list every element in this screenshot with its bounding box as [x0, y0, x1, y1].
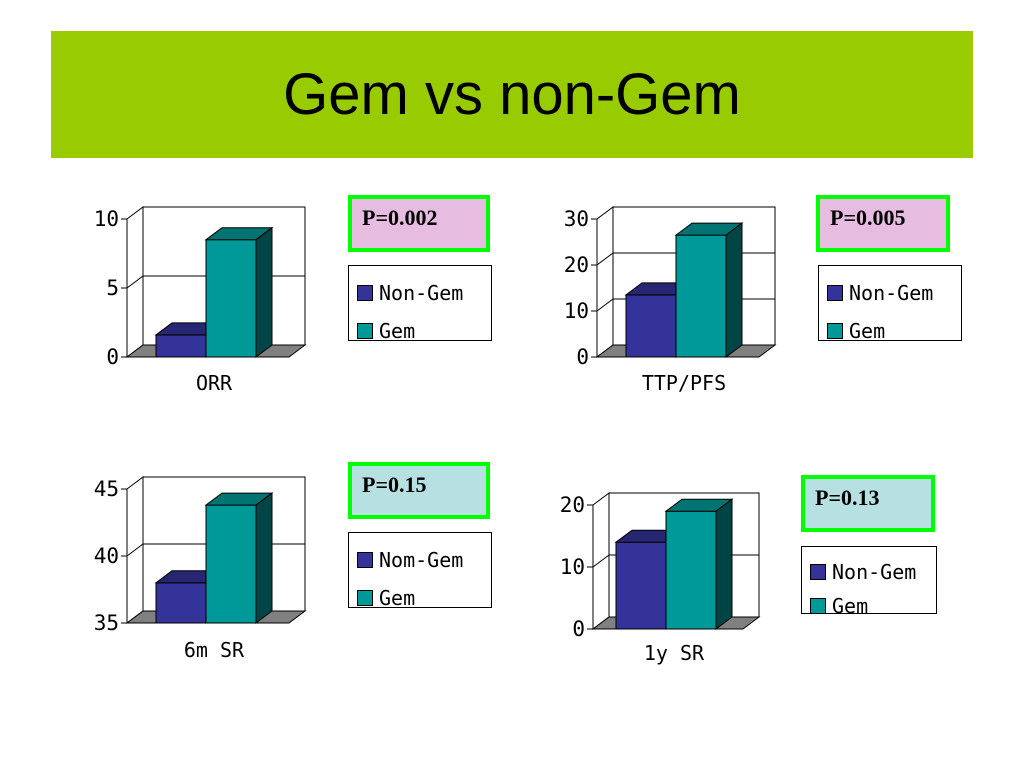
- y-tick-label: 10: [560, 555, 585, 579]
- y-tick-label: 20: [560, 493, 585, 517]
- legend-label: Gem: [379, 319, 416, 343]
- y-tick-label: 0: [572, 617, 585, 641]
- legend-item-gem: Gem: [827, 312, 961, 350]
- bar-gem: [204, 226, 274, 358]
- bar-side: [725, 222, 743, 358]
- bar-front: [625, 294, 677, 358]
- p-value-text: P=0.005: [830, 205, 906, 230]
- bar-front: [205, 239, 257, 358]
- y-tick-label: 40: [94, 544, 119, 568]
- bar-gem: [674, 222, 744, 358]
- y-tick-label: 0: [576, 345, 589, 369]
- p-value-box: P=0.13: [801, 475, 935, 532]
- gridline: [596, 252, 614, 266]
- legend-item-nongem: Non-Gem: [827, 274, 961, 312]
- y-tick-label: 30: [564, 207, 589, 231]
- legend-item-gem: Gem: [357, 312, 491, 350]
- bar-front: [665, 510, 717, 630]
- legend: Non-Gem Gem: [801, 546, 937, 618]
- category-label: 1y SR: [644, 641, 705, 665]
- gridline: [126, 543, 144, 557]
- legend-swatch: [827, 323, 843, 339]
- category-label: TTP/PFS: [642, 371, 726, 395]
- y-tick-label: 0: [106, 345, 119, 369]
- bar-gem: [204, 492, 274, 624]
- bar-side: [255, 226, 273, 358]
- gridline: [596, 298, 614, 312]
- legend-item-gem: Gem: [357, 579, 491, 617]
- legend-swatch: [357, 323, 373, 339]
- title-bar: Gem vs non-Gem: [51, 31, 973, 158]
- legend-swatch: [810, 564, 826, 580]
- p-value-text: P=0.15: [362, 472, 427, 497]
- p-value-box: P=0.005: [816, 195, 950, 252]
- bar-side: [715, 498, 733, 630]
- gridline: [592, 554, 610, 568]
- p-value-text: P=0.002: [362, 205, 438, 230]
- legend-label: Non-Gem: [849, 281, 934, 305]
- category-label: ORR: [196, 371, 233, 395]
- legend-swatch: [357, 552, 373, 568]
- p-value-box: P=0.002: [348, 195, 490, 252]
- p-value-text: P=0.13: [815, 485, 880, 510]
- legend-label: Nom-Gem: [379, 548, 464, 572]
- legend-item-nongem: Nom-Gem: [357, 541, 491, 579]
- bar-gem: [664, 498, 734, 630]
- legend-item-nongem: Non-Gem: [810, 555, 936, 589]
- legend-item-gem: Gem: [810, 589, 936, 623]
- legend-label: Gem: [379, 586, 416, 610]
- bar-front: [675, 234, 727, 358]
- y-tick-label: 10: [564, 299, 589, 323]
- bar-front: [155, 582, 207, 624]
- p-value-box: P=0.15: [348, 462, 490, 519]
- legend-item-nongem: Non-Gem: [357, 274, 491, 312]
- legend-label: Gem: [849, 319, 886, 343]
- legend-swatch: [357, 285, 373, 301]
- category-label: 6m SR: [184, 638, 245, 662]
- bar-front: [615, 541, 667, 630]
- legend: Nom-Gem Gem: [348, 532, 492, 610]
- bar-side: [255, 492, 273, 624]
- legend-swatch: [357, 590, 373, 606]
- legend-label: Non-Gem: [832, 560, 917, 584]
- y-tick-label: 5: [106, 276, 119, 300]
- legend-label: Gem: [832, 594, 869, 618]
- legend-swatch: [810, 598, 826, 614]
- y-tick-label: 10: [94, 207, 119, 231]
- legend: Non-Gem Gem: [818, 265, 962, 343]
- legend: Non-Gem Gem: [348, 265, 492, 343]
- legend-swatch: [827, 285, 843, 301]
- legend-label: Non-Gem: [379, 281, 464, 305]
- slide-title: Gem vs non-Gem: [283, 62, 741, 127]
- y-tick-label: 20: [564, 253, 589, 277]
- y-tick-label: 45: [94, 477, 119, 501]
- gridline: [126, 275, 144, 289]
- y-tick-label: 35: [94, 611, 119, 635]
